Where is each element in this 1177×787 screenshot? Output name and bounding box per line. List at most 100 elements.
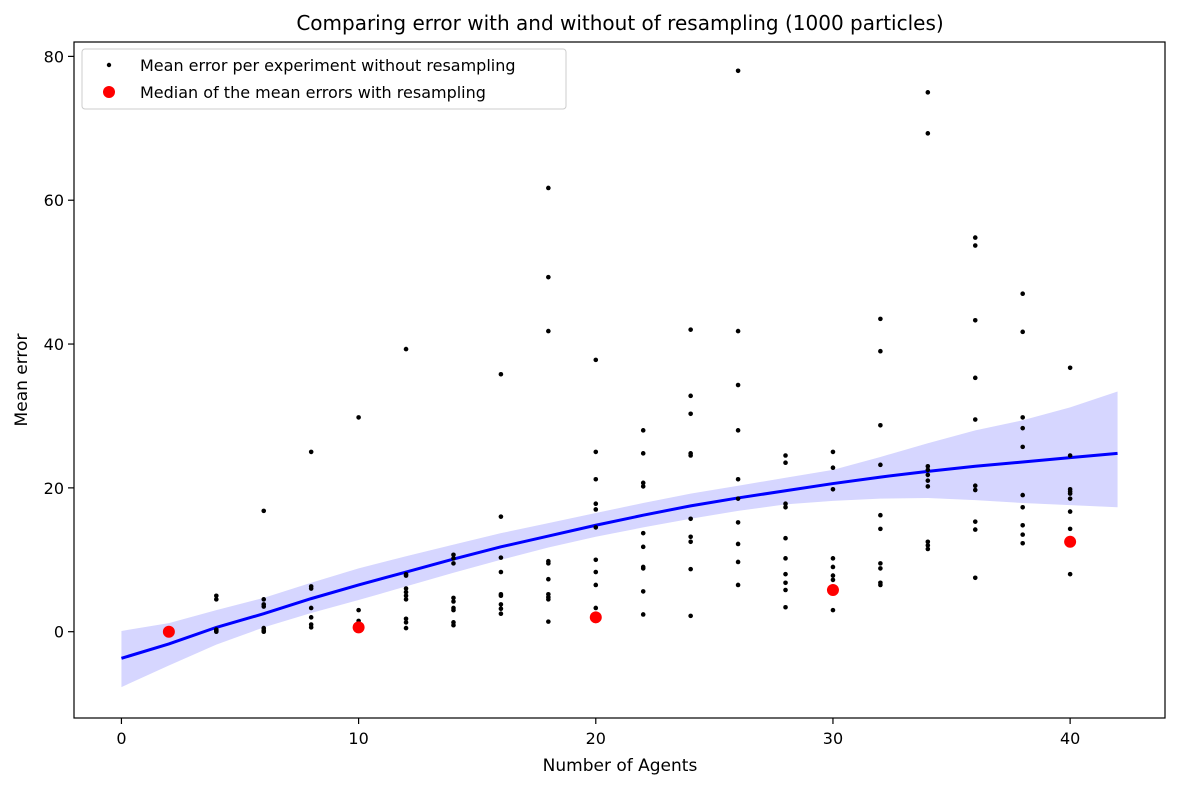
x-tick-label: 10 [348, 729, 368, 748]
x-tick-label: 20 [586, 729, 606, 748]
data-point-no-resampling [688, 393, 693, 399]
data-point-no-resampling [830, 449, 836, 455]
y-tick-label: 60 [44, 191, 64, 210]
data-point-no-resampling [403, 593, 409, 599]
data-point-no-resampling [972, 243, 978, 248]
x-tick-label: 0 [116, 729, 126, 748]
data-point-no-resampling [498, 555, 504, 560]
data-point-no-resampling [214, 627, 219, 633]
data-point-no-resampling [1067, 453, 1073, 458]
data-point-no-resampling [1067, 496, 1073, 501]
data-point-no-resampling [735, 496, 741, 501]
data-point-no-resampling [593, 507, 599, 512]
data-point-no-resampling [925, 467, 931, 473]
data-point-no-resampling [1067, 509, 1073, 514]
data-point-no-resampling [451, 552, 456, 558]
data-point-median-resampling [1064, 535, 1077, 548]
data-point-no-resampling [640, 451, 646, 456]
data-point-no-resampling [688, 566, 693, 572]
data-point-no-resampling [735, 328, 741, 334]
data-point-no-resampling [1067, 571, 1073, 577]
data-point-no-resampling [783, 453, 788, 458]
data-point-no-resampling [925, 472, 931, 478]
data-point-no-resampling [308, 449, 314, 455]
data-point-no-resampling [308, 625, 314, 630]
data-point-no-resampling [735, 68, 741, 74]
data-point-no-resampling [593, 569, 599, 575]
data-point-no-resampling [972, 575, 978, 581]
data-point-no-resampling [783, 571, 788, 577]
data-point-no-resampling [972, 318, 978, 323]
data-point-no-resampling [498, 514, 504, 519]
data-point-no-resampling [972, 483, 978, 489]
data-point-no-resampling [593, 525, 599, 530]
data-point-no-resampling [640, 612, 646, 617]
data-point-no-resampling [546, 274, 551, 280]
data-point-no-resampling [593, 582, 599, 588]
data-point-no-resampling [546, 576, 551, 582]
data-point-no-resampling [1067, 526, 1073, 532]
data-point-no-resampling [783, 604, 788, 610]
data-point-no-resampling [735, 520, 741, 525]
data-point-no-resampling [308, 615, 314, 620]
data-point-no-resampling [640, 566, 646, 571]
data-point-no-resampling [783, 460, 788, 466]
data-point-no-resampling [735, 541, 741, 547]
data-point-no-resampling [688, 327, 693, 332]
data-point-no-resampling [593, 557, 599, 563]
data-point-no-resampling [878, 526, 883, 532]
data-point-no-resampling [308, 586, 314, 591]
data-point-no-resampling [546, 619, 551, 624]
chart-title: Comparing error with and without of resa… [296, 11, 943, 35]
data-point-no-resampling [1020, 504, 1025, 510]
data-point-no-resampling [878, 582, 883, 588]
legend-label-black-dots: Mean error per experiment without resamp… [140, 56, 516, 75]
data-point-no-resampling [972, 417, 978, 422]
data-point-no-resampling [688, 613, 693, 619]
data-point-no-resampling [925, 539, 931, 545]
data-point-no-resampling [830, 465, 836, 471]
data-point-no-resampling [830, 487, 836, 492]
data-point-no-resampling [214, 597, 219, 602]
data-point-no-resampling [830, 607, 836, 613]
data-point-no-resampling [1067, 491, 1073, 496]
data-point-no-resampling [972, 235, 978, 240]
data-point-no-resampling [925, 543, 931, 548]
data-point-no-resampling [688, 453, 693, 458]
data-point-no-resampling [783, 556, 788, 561]
data-point-no-resampling [261, 629, 267, 635]
data-point-median-resampling [352, 621, 365, 634]
data-point-no-resampling [830, 577, 836, 583]
data-point-no-resampling [830, 556, 836, 561]
data-point-no-resampling [830, 564, 836, 570]
data-point-no-resampling [356, 607, 361, 613]
data-point-no-resampling [261, 508, 267, 514]
plot-frame [73, 41, 1166, 719]
data-point-no-resampling [1020, 415, 1025, 420]
data-point-no-resampling [451, 599, 456, 604]
legend-marker-black-dots [106, 62, 112, 68]
data-point-no-resampling [925, 131, 931, 136]
data-point-median-resampling [162, 625, 175, 638]
data-point-no-resampling [308, 605, 314, 611]
data-point-no-resampling [498, 371, 504, 377]
data-point-no-resampling [783, 504, 788, 510]
data-point-no-resampling [640, 530, 646, 536]
data-point-no-resampling [1020, 522, 1025, 528]
data-point-no-resampling [878, 348, 883, 354]
data-point-no-resampling [783, 501, 788, 506]
data-point-no-resampling [688, 539, 693, 545]
legend-marker-red-dots [103, 86, 115, 98]
data-point-no-resampling [546, 597, 551, 602]
data-point-no-resampling [878, 566, 883, 571]
data-point-no-resampling [878, 512, 883, 518]
data-point-no-resampling [735, 476, 741, 482]
data-point-no-resampling [403, 616, 409, 622]
data-point-no-resampling [1020, 329, 1025, 335]
data-point-median-resampling [589, 611, 602, 624]
data-point-no-resampling [451, 561, 456, 566]
y-tick-label: 40 [44, 335, 64, 354]
data-point-no-resampling [403, 586, 409, 591]
data-point-no-resampling [261, 597, 267, 602]
y-tick-label: 0 [54, 623, 64, 642]
